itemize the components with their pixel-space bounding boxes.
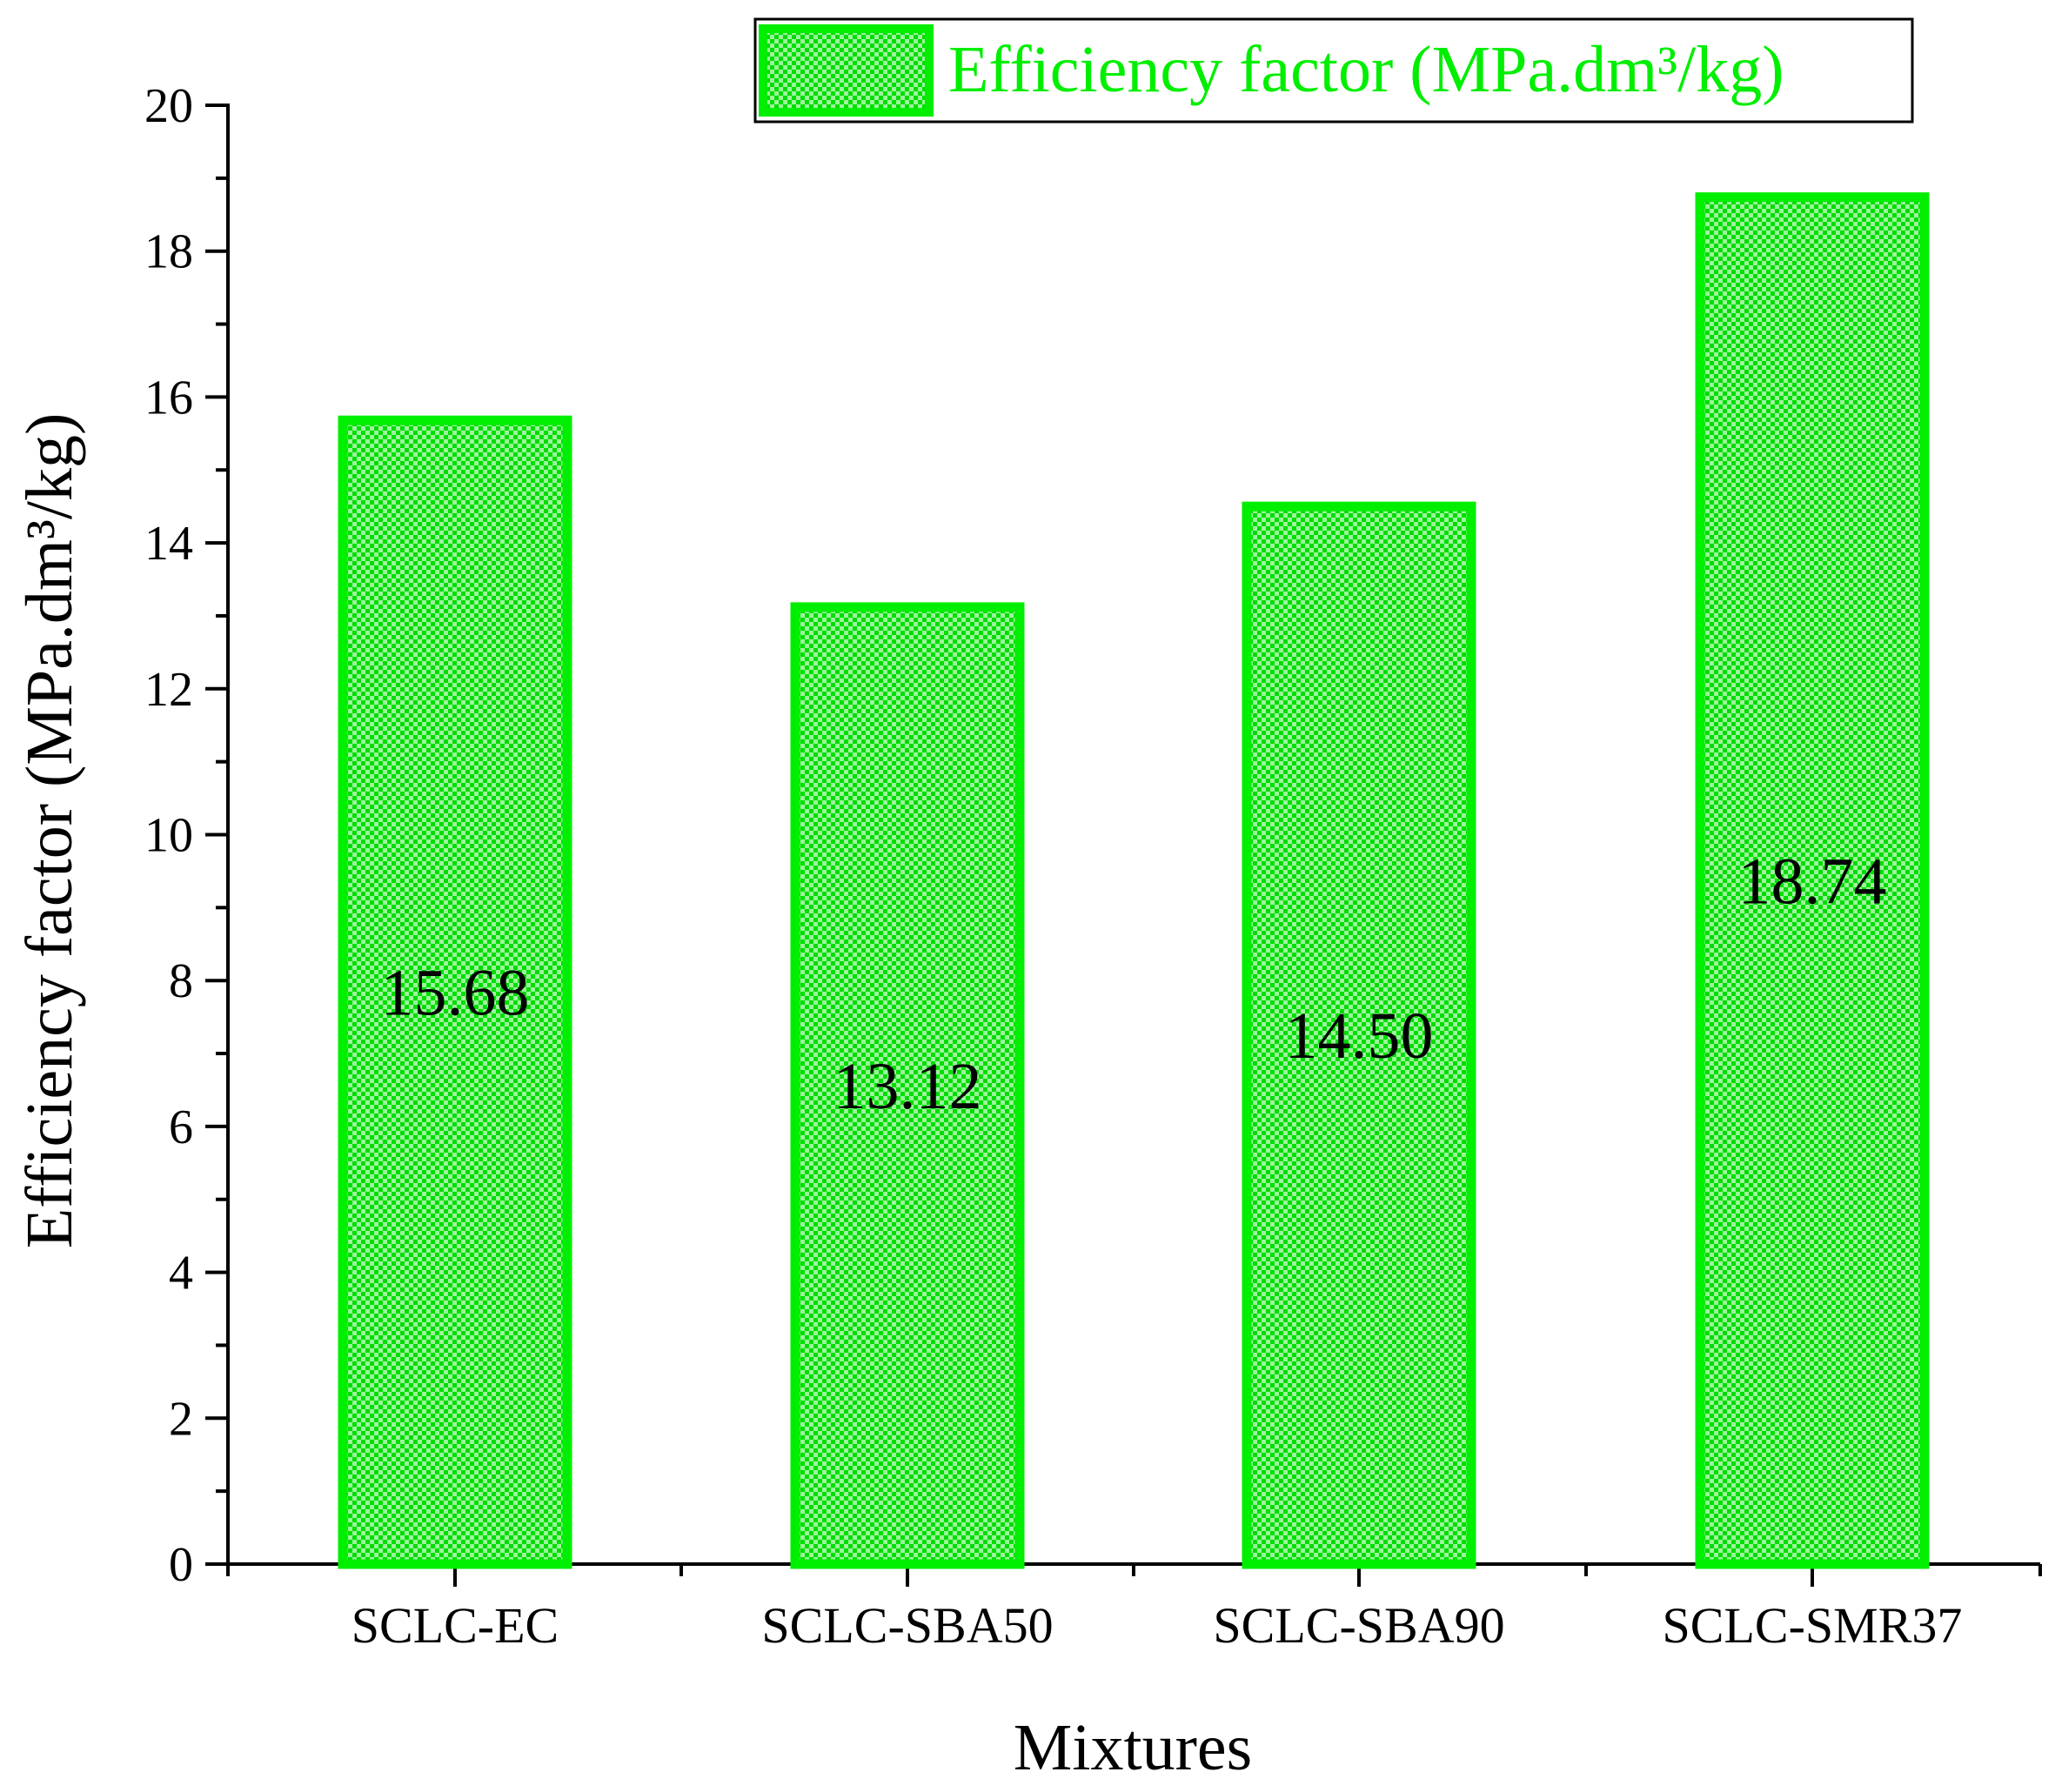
x-axis-title: Mixtures — [1014, 1711, 1252, 1784]
y-tick-label: 18 — [144, 225, 193, 279]
bar-value-label: 15.68 — [381, 957, 530, 1030]
bar — [790, 602, 1025, 1569]
y-tick-label: 4 — [169, 1247, 193, 1301]
bar-value-label: 13.12 — [833, 1050, 982, 1123]
y-tick-label: 16 — [144, 371, 193, 425]
legend-label: Efficiency factor (MPa.dm³/kg) — [948, 33, 1784, 106]
y-tick-label: 0 — [169, 1538, 193, 1592]
y-tick-label: 8 — [169, 954, 193, 1008]
legend: Efficiency factor (MPa.dm³/kg) — [753, 17, 1914, 124]
legend-swatch — [759, 24, 934, 117]
legend-box — [753, 17, 1914, 124]
y-axis-title: Efficiency factor (MPa.dm³/kg) — [13, 413, 86, 1249]
y-tick-label: 14 — [144, 517, 193, 571]
y-tick-label: 12 — [144, 663, 193, 717]
x-category-label: SCLC-EC — [351, 1597, 559, 1654]
y-ticks: 0 2 4 6 8 10 12 14 16 18 20 — [144, 79, 228, 1592]
x-category-label: SCLC-SBA90 — [1213, 1597, 1504, 1654]
y-tick-label: 6 — [169, 1100, 193, 1154]
bars — [338, 192, 1930, 1569]
bar-value-label: 14.50 — [1285, 1000, 1434, 1073]
y-tick-label: 10 — [144, 809, 193, 863]
data-labels: 15.68 13.12 14.50 18.74 — [381, 845, 1887, 1123]
x-category-label: SCLC-SBA50 — [761, 1597, 1053, 1654]
x-category-labels: SCLC-EC SCLC-SBA50 SCLC-SBA90 SCLC-SMR37 — [351, 1597, 1963, 1654]
bar — [338, 415, 572, 1569]
bar — [1695, 192, 1930, 1569]
bar — [1242, 501, 1476, 1569]
x-category-label: SCLC-SMR37 — [1663, 1597, 1963, 1654]
y-tick-label: 20 — [144, 79, 193, 133]
y-tick-label: 2 — [169, 1392, 193, 1446]
bar-value-label: 18.74 — [1738, 845, 1887, 918]
